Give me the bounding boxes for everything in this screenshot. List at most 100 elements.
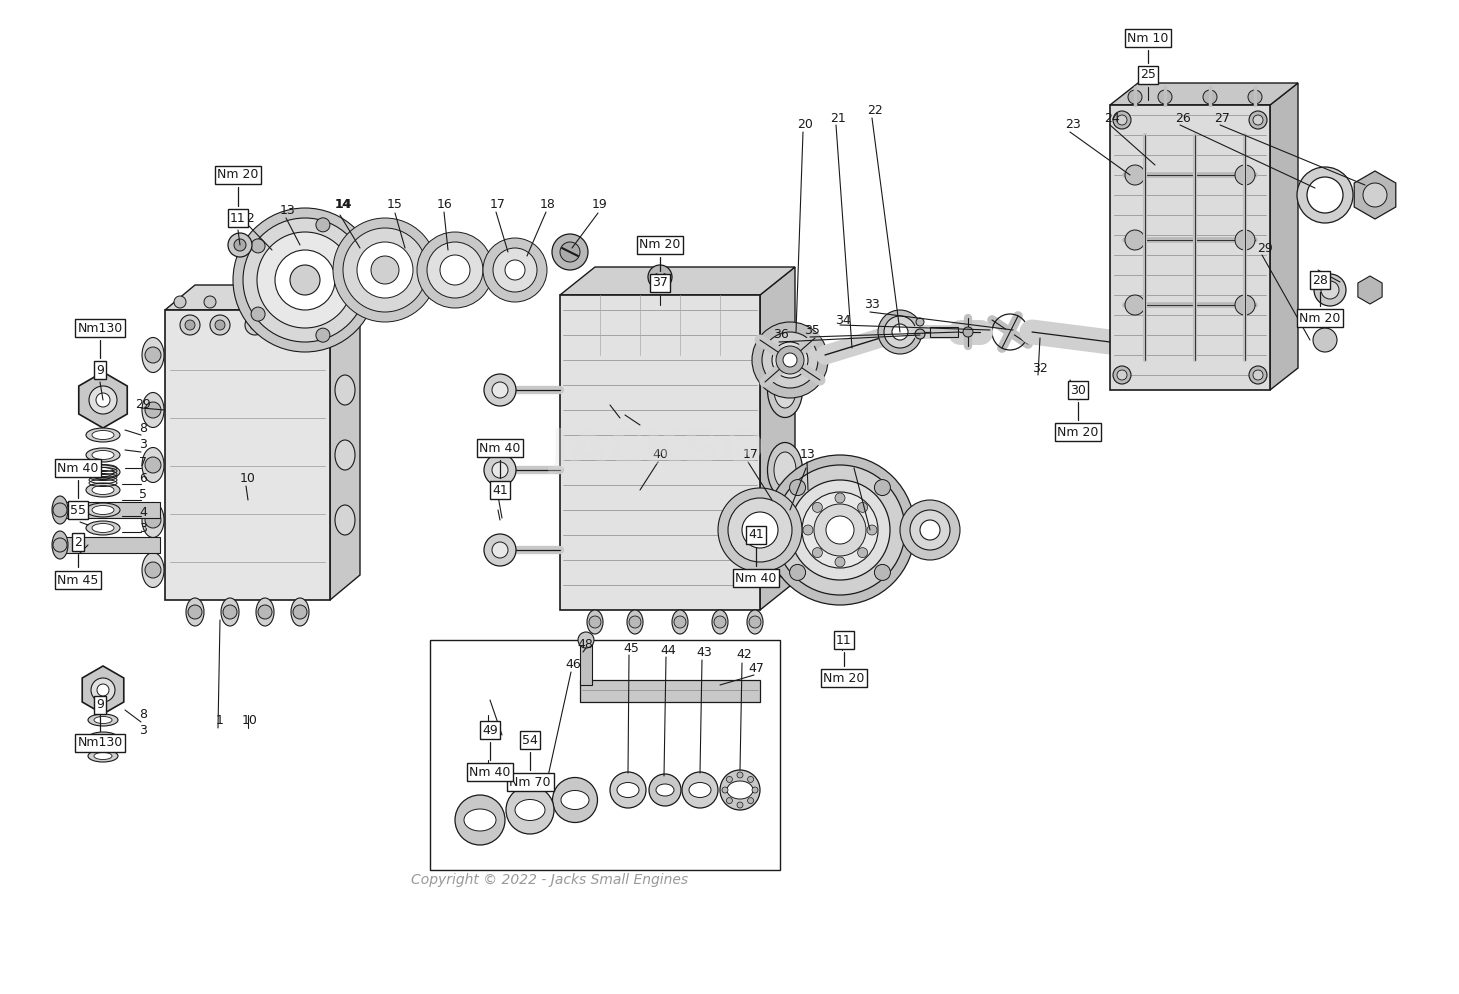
Circle shape — [835, 493, 845, 503]
Circle shape — [722, 787, 728, 793]
Circle shape — [713, 616, 727, 628]
Circle shape — [1253, 370, 1263, 380]
Text: 43: 43 — [696, 645, 712, 658]
Circle shape — [648, 265, 673, 289]
Text: 14: 14 — [336, 199, 350, 212]
Ellipse shape — [617, 782, 639, 797]
Ellipse shape — [185, 598, 204, 626]
Text: 23: 23 — [1065, 118, 1081, 131]
Circle shape — [789, 480, 890, 580]
Text: 22: 22 — [867, 103, 883, 116]
Circle shape — [1234, 230, 1255, 250]
Ellipse shape — [142, 503, 163, 538]
Ellipse shape — [142, 447, 163, 482]
Circle shape — [915, 329, 925, 339]
Text: JACKS®: JACKS® — [550, 426, 769, 474]
Circle shape — [317, 218, 330, 232]
Text: Nm 20: Nm 20 — [1058, 425, 1099, 438]
Text: 10: 10 — [242, 714, 258, 727]
Bar — [1110, 105, 1269, 390]
Ellipse shape — [336, 375, 355, 405]
Polygon shape — [79, 372, 127, 428]
Circle shape — [1320, 281, 1339, 299]
Circle shape — [274, 296, 286, 308]
Circle shape — [748, 616, 762, 628]
Circle shape — [484, 534, 516, 566]
Circle shape — [280, 320, 290, 330]
Circle shape — [258, 605, 271, 619]
Circle shape — [251, 239, 266, 252]
Text: 3: 3 — [139, 724, 147, 737]
Circle shape — [1113, 111, 1131, 129]
Circle shape — [144, 457, 160, 473]
Circle shape — [214, 320, 225, 330]
Ellipse shape — [712, 610, 728, 634]
Circle shape — [309, 296, 321, 308]
Text: 2: 2 — [74, 536, 82, 549]
Circle shape — [301, 315, 320, 335]
Circle shape — [858, 548, 868, 558]
Circle shape — [90, 678, 115, 702]
Circle shape — [96, 684, 109, 696]
Circle shape — [505, 260, 525, 280]
Text: 24: 24 — [1104, 111, 1121, 124]
Circle shape — [492, 542, 508, 558]
Circle shape — [1113, 366, 1131, 384]
Polygon shape — [560, 267, 795, 295]
Text: 42: 42 — [737, 648, 751, 661]
Circle shape — [835, 557, 845, 567]
Circle shape — [257, 232, 353, 328]
Circle shape — [1118, 370, 1126, 380]
Circle shape — [441, 255, 470, 285]
Circle shape — [356, 273, 371, 287]
Text: 48: 48 — [578, 638, 592, 651]
Text: 47: 47 — [748, 661, 765, 675]
Text: 20: 20 — [797, 118, 813, 131]
Text: 17: 17 — [743, 448, 759, 461]
Ellipse shape — [88, 732, 118, 744]
Circle shape — [1307, 177, 1342, 213]
Ellipse shape — [455, 795, 505, 845]
Text: 35: 35 — [804, 323, 820, 337]
Text: 32: 32 — [1032, 362, 1048, 375]
Circle shape — [1249, 111, 1266, 129]
Circle shape — [1125, 230, 1145, 250]
Polygon shape — [165, 285, 360, 310]
Text: 9: 9 — [96, 364, 104, 377]
Circle shape — [814, 504, 867, 556]
Text: 49: 49 — [481, 724, 498, 737]
Text: Nm 20: Nm 20 — [639, 239, 681, 251]
Circle shape — [802, 525, 813, 535]
Ellipse shape — [767, 442, 802, 498]
Circle shape — [493, 248, 537, 292]
Circle shape — [1158, 90, 1172, 104]
Circle shape — [427, 242, 483, 298]
Circle shape — [89, 386, 117, 414]
Ellipse shape — [578, 632, 594, 648]
Circle shape — [874, 565, 890, 580]
Circle shape — [293, 605, 306, 619]
Circle shape — [484, 374, 516, 406]
Ellipse shape — [220, 598, 239, 626]
Circle shape — [629, 616, 641, 628]
Polygon shape — [760, 267, 795, 610]
Circle shape — [674, 616, 686, 628]
Polygon shape — [1354, 171, 1396, 219]
Ellipse shape — [673, 610, 689, 634]
Ellipse shape — [53, 496, 69, 524]
Circle shape — [1363, 183, 1388, 207]
Circle shape — [1234, 165, 1255, 185]
Ellipse shape — [506, 786, 554, 834]
Circle shape — [1313, 328, 1336, 352]
Circle shape — [728, 498, 792, 562]
Ellipse shape — [727, 781, 753, 799]
Circle shape — [878, 310, 922, 354]
Text: Nm 20: Nm 20 — [823, 672, 865, 685]
Text: Copyright © 2022 - Jacks Small Engines: Copyright © 2022 - Jacks Small Engines — [411, 873, 689, 887]
Circle shape — [274, 315, 295, 335]
Ellipse shape — [657, 784, 674, 796]
Circle shape — [239, 296, 251, 308]
Circle shape — [492, 462, 508, 478]
Bar — [581, 640, 592, 685]
Ellipse shape — [562, 790, 589, 809]
